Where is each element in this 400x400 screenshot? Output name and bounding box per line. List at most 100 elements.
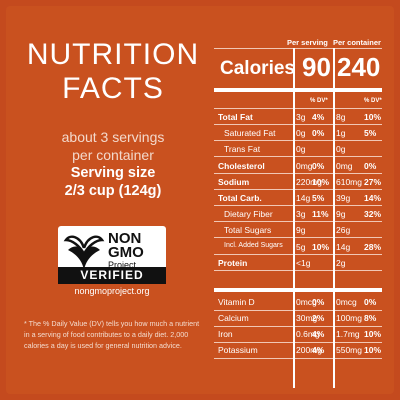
per-serving-amount: 30mg bbox=[296, 313, 318, 323]
nutrient-label: Potassium bbox=[218, 345, 258, 355]
per-container-amount: 2g bbox=[336, 257, 346, 268]
nutrient-label: Iron bbox=[218, 329, 233, 339]
per-container-amount: 14g bbox=[336, 241, 351, 252]
serving-size-value: 2/3 cup (124g) bbox=[64, 183, 162, 199]
nutrient-label: Cholesterol bbox=[218, 160, 265, 171]
mineral-row: Vitamin D 0mcg 0% 0mcg 0% bbox=[214, 296, 382, 310]
divider-thick bbox=[214, 288, 382, 292]
divider bbox=[214, 205, 382, 206]
divider bbox=[214, 124, 382, 125]
badge-url: nongmoproject.org bbox=[74, 286, 150, 296]
title: NUTRITION FACTS bbox=[18, 38, 208, 106]
nutrient-row: Dietary Fiber 3g 11% 9g 32% bbox=[214, 207, 382, 221]
divider bbox=[214, 237, 382, 239]
serving-size: Serving size 2/3 cup (124g) bbox=[18, 164, 208, 200]
nutrient-row: Total Carb. 14g 5% 39g 14% bbox=[214, 191, 382, 205]
per-container-amount: 39g bbox=[336, 193, 351, 203]
per-container-amount: 550mg bbox=[336, 345, 362, 355]
badge-box: NON GMO Project VERIFIED bbox=[58, 226, 166, 284]
per-serving-amount: 5g bbox=[296, 241, 306, 252]
divider bbox=[214, 172, 382, 174]
divider bbox=[214, 326, 382, 327]
mineral-row: Iron 0.6mg 4% 1.7mg 10% bbox=[214, 328, 382, 342]
badge-gmo: GMO bbox=[108, 244, 144, 261]
badge-text: NON GMO Project bbox=[108, 230, 144, 270]
per-container-amount: 610mg bbox=[336, 176, 362, 187]
per-container-amount: 26g bbox=[336, 225, 351, 236]
nutrient-label: Protein bbox=[218, 257, 248, 268]
title-line-1: NUTRITION bbox=[26, 38, 200, 71]
dv-header-serving: % DV* bbox=[310, 98, 328, 104]
per-serving-amount: 3g bbox=[296, 112, 306, 122]
background-panel bbox=[6, 6, 394, 394]
header-per-container: Per container bbox=[333, 38, 381, 47]
per-serving-amount: 3g bbox=[296, 209, 306, 220]
nutrient-label: Trans Fat bbox=[224, 144, 261, 155]
per-serving-amount: 0g bbox=[296, 144, 306, 155]
left-column: NUTRITION FACTS about 3 servings per con… bbox=[18, 38, 208, 200]
per-serving-dv: 11% bbox=[312, 209, 329, 220]
per-serving-amount: 0mg bbox=[296, 160, 313, 171]
per-serving-dv: 10% bbox=[312, 241, 330, 252]
title-line-2: FACTS bbox=[62, 72, 164, 105]
badge-project: Project bbox=[108, 260, 137, 270]
per-container-amount: 0mg bbox=[336, 160, 353, 171]
footnote: * The % Daily Value (DV) tells you how m… bbox=[24, 319, 200, 350]
calories-label: Calories bbox=[220, 58, 295, 79]
nutrient-row: Saturated Fat 0g 0% 1g 5% bbox=[214, 126, 382, 140]
per-serving-dv: 4% bbox=[312, 345, 325, 355]
badge-non: NON bbox=[108, 230, 142, 247]
per-serving-amount: 220mg bbox=[296, 176, 322, 187]
per-serving-amount: 0.6mg bbox=[296, 329, 320, 339]
butterfly-icon bbox=[63, 235, 105, 270]
per-container-dv: 5% bbox=[364, 128, 377, 139]
nutrient-row: Cholesterol 0mg 0% 0mg 0% bbox=[214, 159, 382, 173]
divider bbox=[214, 188, 382, 190]
per-container-dv: 10% bbox=[364, 345, 382, 355]
per-container-amount: 1.7mg bbox=[336, 329, 360, 339]
non-gmo-badge: NON GMO Project VERIFIED nongmoproject.o… bbox=[58, 226, 166, 298]
per-container-dv: 8% bbox=[364, 313, 377, 323]
per-serving-dv: 4% bbox=[312, 329, 325, 339]
per-serving-dv: 0% bbox=[312, 128, 325, 139]
badge-verified: VERIFIED bbox=[58, 267, 166, 284]
nutrient-row: Protein <1g 2g bbox=[214, 256, 382, 270]
nutrient-label: Incl. Added Sugars bbox=[224, 241, 283, 249]
nutrient-row: Sodium 220mg 10% 610mg 27% bbox=[214, 175, 382, 189]
per-container-amount: 1g bbox=[336, 128, 346, 139]
per-container-dv: 10% bbox=[364, 329, 382, 339]
dv-header-container: % DV* bbox=[364, 98, 382, 104]
per-serving-dv: 0% bbox=[312, 297, 325, 307]
nutrient-row: Incl. Added Sugars 5g 10% 14g 28% bbox=[214, 240, 382, 254]
nutrient-label: Total Fat bbox=[218, 112, 253, 122]
per-serving-amount: <1g bbox=[296, 257, 311, 268]
divider bbox=[214, 310, 382, 311]
per-serving-amount: 14g bbox=[296, 193, 311, 203]
nutrition-table: Per serving Per container Calories 90 24… bbox=[214, 36, 382, 388]
nutrient-label: Saturated Fat bbox=[224, 128, 276, 139]
per-container-dv: 27% bbox=[364, 176, 382, 187]
per-container-dv: 10% bbox=[364, 112, 382, 122]
per-container-amount: 8g bbox=[336, 112, 346, 122]
per-serving-dv: 2% bbox=[312, 313, 325, 323]
per-serving-dv: 5% bbox=[312, 193, 325, 203]
per-serving-amount: 0mcg bbox=[296, 297, 317, 307]
divider bbox=[214, 253, 382, 255]
per-container-dv: 14% bbox=[364, 193, 382, 203]
nutrient-label: Vitamin D bbox=[218, 297, 255, 307]
per-serving-amount: 9g bbox=[296, 225, 306, 236]
servings-per-container: about 3 servings per container bbox=[18, 128, 208, 164]
servings-line-1: about 3 servings bbox=[61, 129, 165, 145]
divider bbox=[214, 221, 382, 223]
mineral-row: Calcium 30mg 2% 100mg 8% bbox=[214, 312, 382, 326]
column-divider bbox=[333, 48, 335, 388]
per-serving-dv: 10% bbox=[312, 176, 330, 187]
nutrient-label: Total Carb. bbox=[218, 193, 262, 203]
table-header: Per serving Per container bbox=[214, 36, 382, 48]
calories-per-container: 240 bbox=[337, 52, 381, 82]
per-serving-amount: 0g bbox=[296, 128, 306, 139]
nutrient-row: Total Fat 3g 4% 8g 10% bbox=[214, 110, 382, 124]
nutrient-label: Sodium bbox=[218, 176, 250, 187]
per-container-dv: 0% bbox=[364, 297, 377, 307]
divider bbox=[214, 156, 382, 158]
